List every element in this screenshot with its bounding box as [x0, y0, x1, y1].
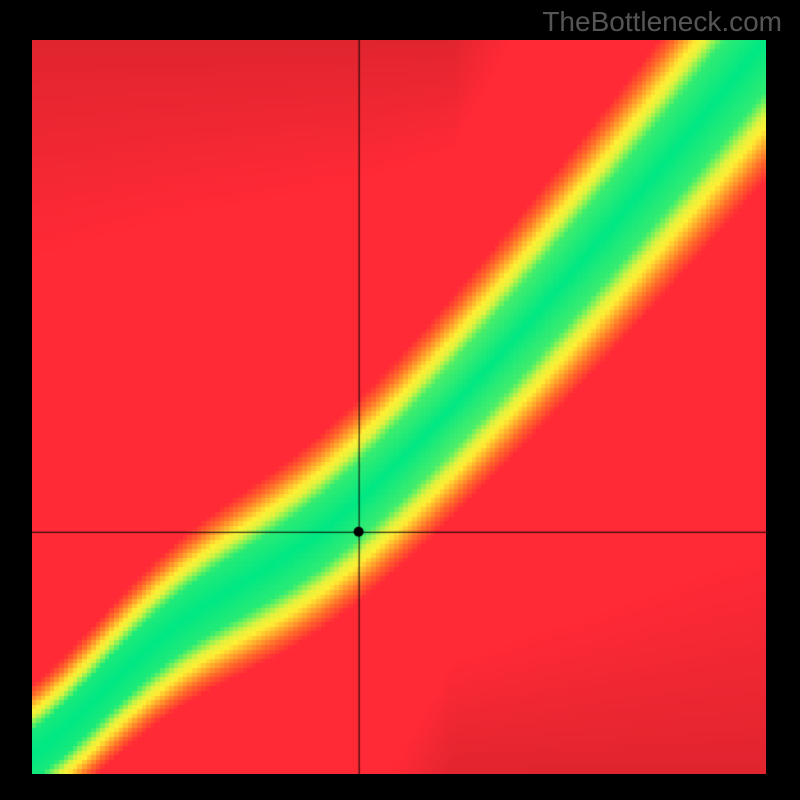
chart-container: TheBottleneck.com: [0, 0, 800, 800]
watermark-text: TheBottleneck.com: [542, 6, 782, 38]
bottleneck-heatmap: [32, 40, 766, 774]
